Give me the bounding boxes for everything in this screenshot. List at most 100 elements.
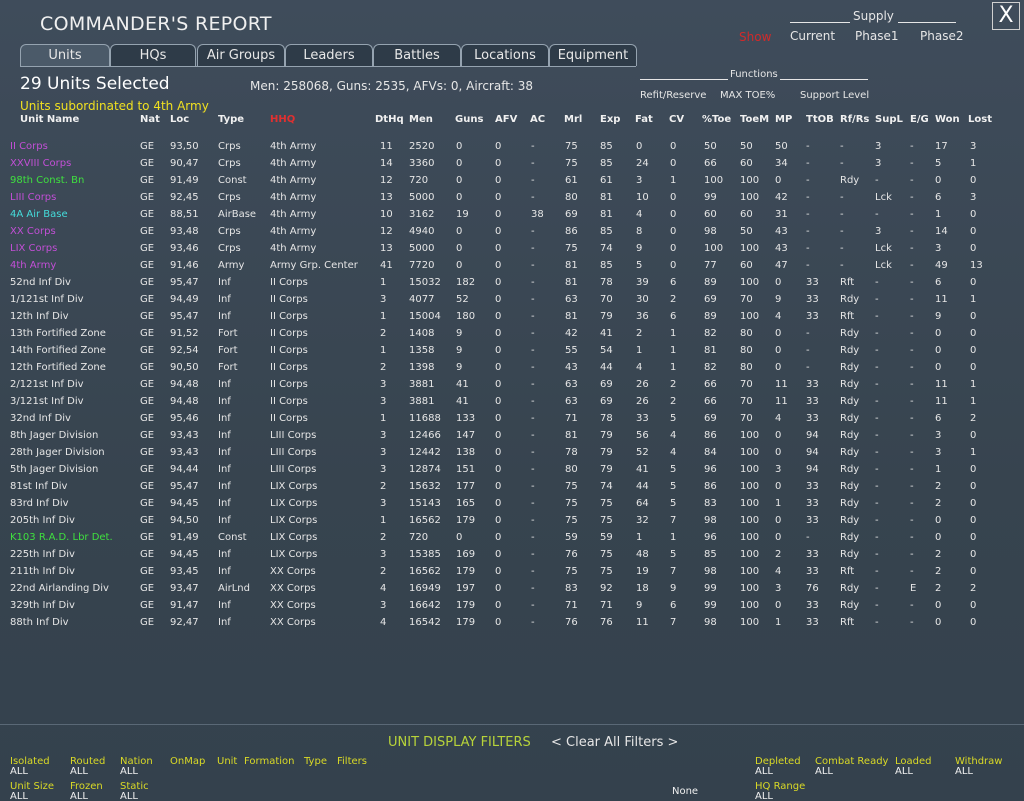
filter-label[interactable]: Withdraw bbox=[955, 756, 1003, 767]
filter-value[interactable]: ALL bbox=[70, 791, 88, 801]
unit-name[interactable]: 211th Inf Div bbox=[10, 566, 75, 577]
column-header[interactable]: CV bbox=[669, 114, 685, 125]
column-header[interactable]: %Toe bbox=[702, 114, 732, 125]
column-header[interactable]: Fat bbox=[635, 114, 653, 125]
filter-label[interactable]: Unit Size bbox=[10, 781, 55, 792]
unit-name[interactable]: 1/121st Inf Div bbox=[10, 294, 84, 305]
filter-label[interactable]: Frozen bbox=[70, 781, 103, 792]
function-option[interactable]: Support Level bbox=[800, 90, 870, 101]
filter-label[interactable]: OnMap bbox=[170, 756, 206, 767]
unit-name[interactable]: 329th Inf Div bbox=[10, 600, 75, 611]
filter-value[interactable]: ALL bbox=[955, 766, 973, 777]
unit-name[interactable]: 83rd Inf Div bbox=[10, 498, 69, 509]
unit-name[interactable]: XXVIII Corps bbox=[10, 158, 72, 169]
column-header[interactable]: AFV bbox=[495, 114, 518, 125]
unit-name[interactable]: 3/121st Inf Div bbox=[10, 396, 84, 407]
function-option[interactable]: MAX TOE% bbox=[720, 90, 776, 101]
tab[interactable]: Leaders bbox=[285, 44, 373, 66]
column-header[interactable]: Exp bbox=[600, 114, 621, 125]
tab[interactable]: Locations bbox=[461, 44, 549, 66]
column-header[interactable]: SupL bbox=[875, 114, 903, 125]
unit-name[interactable]: II Corps bbox=[10, 141, 48, 152]
column-header[interactable]: Rf/Rs bbox=[840, 114, 870, 125]
column-header[interactable]: MP bbox=[775, 114, 793, 125]
filter-label[interactable]: Depleted bbox=[755, 756, 801, 767]
filter-label[interactable]: Isolated bbox=[10, 756, 50, 767]
unit-name[interactable]: 5th Jager Division bbox=[10, 464, 99, 475]
filter-label[interactable]: Formation bbox=[244, 756, 295, 767]
filter-value[interactable]: None bbox=[672, 786, 699, 797]
unit-name[interactable]: 22nd Airlanding Div bbox=[10, 583, 109, 594]
unit-name[interactable]: 88th Inf Div bbox=[10, 617, 69, 628]
supply-option[interactable]: Phase2 bbox=[920, 29, 964, 43]
filter-value[interactable]: ALL bbox=[120, 766, 138, 777]
filter-value[interactable]: ALL bbox=[815, 766, 833, 777]
unit-name[interactable]: 28th Jager Division bbox=[10, 447, 105, 458]
unit-name[interactable]: 4th Army bbox=[10, 260, 57, 271]
filter-value[interactable]: ALL bbox=[895, 766, 913, 777]
unit-name[interactable]: 32nd Inf Div bbox=[10, 413, 71, 424]
column-header[interactable]: AC bbox=[530, 114, 546, 125]
clear-filters[interactable]: < Clear All Filters > bbox=[551, 735, 679, 750]
tab[interactable]: Units bbox=[20, 44, 110, 66]
column-header[interactable]: Loc bbox=[170, 114, 190, 125]
cell: - bbox=[910, 498, 914, 509]
supply-option[interactable]: Phase1 bbox=[855, 29, 899, 43]
unit-name[interactable]: 12th Fortified Zone bbox=[10, 362, 106, 373]
unit-name[interactable]: 2/121st Inf Div bbox=[10, 379, 84, 390]
unit-name[interactable]: LIX Corps bbox=[10, 243, 58, 254]
column-header[interactable]: Men bbox=[409, 114, 433, 125]
column-header[interactable]: Won bbox=[935, 114, 960, 125]
tab[interactable]: Battles bbox=[373, 44, 461, 66]
tab[interactable]: Air Groups bbox=[197, 44, 285, 66]
column-header[interactable]: E/G bbox=[910, 114, 929, 125]
filter-label[interactable]: Combat Ready bbox=[815, 756, 889, 767]
tab[interactable]: Equipment bbox=[549, 44, 637, 66]
column-header[interactable]: DtHq bbox=[375, 114, 404, 125]
tab[interactable]: HQs bbox=[110, 44, 196, 66]
unit-name[interactable]: K103 R.A.D. Lbr Det. bbox=[10, 532, 113, 543]
filter-label[interactable]: Nation bbox=[120, 756, 153, 767]
column-header[interactable]: Mrl bbox=[564, 114, 583, 125]
unit-name[interactable]: 52nd Inf Div bbox=[10, 277, 71, 288]
filter-label[interactable]: HQ Range bbox=[755, 781, 806, 792]
unit-name[interactable]: 8th Jager Division bbox=[10, 430, 99, 441]
cell: 100 bbox=[740, 583, 760, 594]
column-header[interactable]: Lost bbox=[968, 114, 992, 125]
unit-name[interactable]: 4A Air Base bbox=[10, 209, 68, 220]
column-header[interactable]: Nat bbox=[140, 114, 160, 125]
filter-label[interactable]: Filters bbox=[337, 756, 367, 767]
filter-label[interactable]: Unit bbox=[217, 756, 238, 767]
close-button[interactable]: X bbox=[992, 2, 1020, 30]
unit-name[interactable]: 225th Inf Div bbox=[10, 549, 75, 560]
filter-label[interactable]: Routed bbox=[70, 756, 106, 767]
function-option[interactable]: Refit/Reserve bbox=[640, 90, 707, 101]
supply-option[interactable]: Current bbox=[790, 29, 836, 43]
filter-value[interactable]: ALL bbox=[10, 766, 28, 777]
filter-value[interactable]: ALL bbox=[120, 791, 138, 801]
cell: 33 bbox=[806, 379, 819, 390]
cell: 6 bbox=[935, 277, 942, 288]
column-header[interactable]: ToeM bbox=[740, 114, 770, 125]
column-header[interactable]: HHQ bbox=[270, 114, 296, 125]
filter-value[interactable]: ALL bbox=[70, 766, 88, 777]
filter-value[interactable]: ALL bbox=[10, 791, 28, 801]
column-header[interactable]: Type bbox=[218, 114, 245, 125]
filter-value[interactable]: ALL bbox=[755, 766, 773, 777]
unit-name[interactable]: 12th Inf Div bbox=[10, 311, 69, 322]
column-header[interactable]: TtOB bbox=[806, 114, 834, 125]
unit-name[interactable]: 14th Fortified Zone bbox=[10, 345, 106, 356]
column-header[interactable]: Guns bbox=[455, 114, 484, 125]
filter-label[interactable]: Static bbox=[120, 781, 149, 792]
unit-name[interactable]: 205th Inf Div bbox=[10, 515, 75, 526]
unit-name[interactable]: LIII Corps bbox=[10, 192, 57, 203]
column-header[interactable]: Unit Name bbox=[20, 114, 80, 125]
filter-label[interactable]: Loaded bbox=[895, 756, 932, 767]
filter-value[interactable]: ALL bbox=[755, 791, 773, 801]
cell: Const bbox=[218, 175, 247, 186]
unit-name[interactable]: XX Corps bbox=[10, 226, 56, 237]
unit-name[interactable]: 13th Fortified Zone bbox=[10, 328, 106, 339]
unit-name[interactable]: 98th Const. Bn bbox=[10, 175, 85, 186]
unit-name[interactable]: 81st Inf Div bbox=[10, 481, 68, 492]
filter-label[interactable]: Type bbox=[304, 756, 327, 767]
